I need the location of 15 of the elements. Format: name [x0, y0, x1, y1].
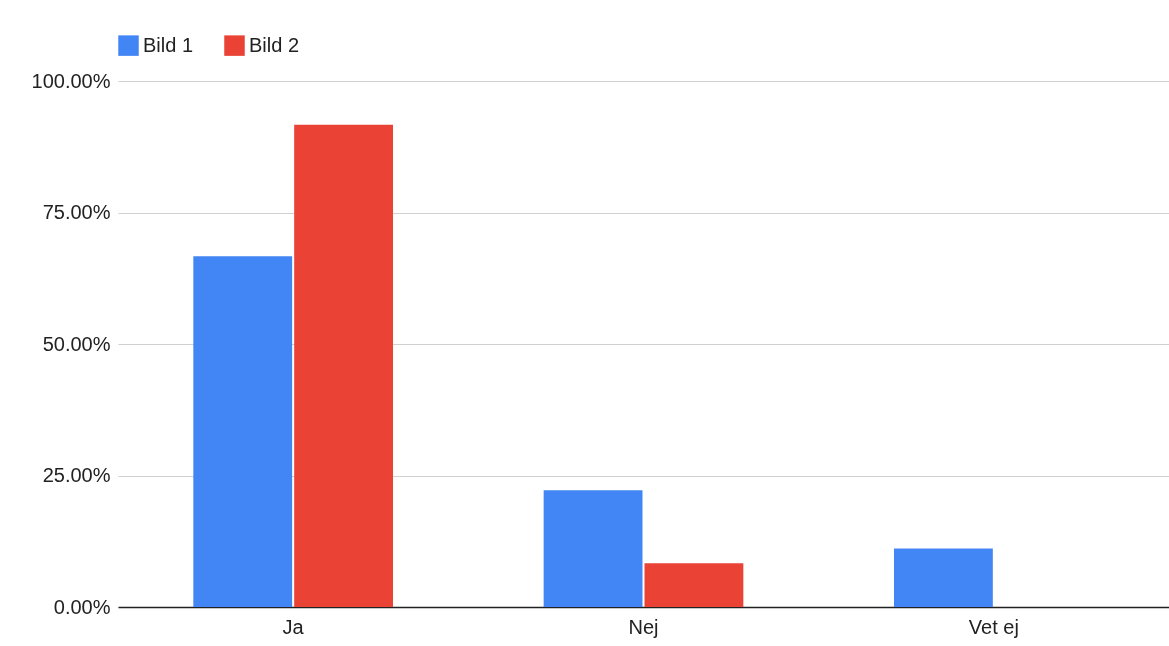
y-tick-label: 50.00% — [42, 332, 111, 355]
x-tick-label: Vet ej — [968, 615, 1019, 638]
y-tick-label: 75.00% — [42, 201, 111, 223]
legend-label: Bild 2 — [249, 33, 300, 56]
legend-label: Bild 1 — [143, 33, 194, 56]
bar — [543, 490, 643, 607]
y-tick-label: 100.00% — [31, 69, 111, 92]
y-tick-label: 25.00% — [42, 464, 111, 486]
y-tick-label: 0.00% — [53, 595, 111, 618]
x-tick-label: Ja — [282, 615, 305, 638]
bar — [193, 256, 293, 607]
bar — [893, 548, 993, 607]
bar — [644, 563, 744, 607]
x-tick-label: Nej — [628, 615, 659, 638]
bar — [294, 124, 394, 607]
